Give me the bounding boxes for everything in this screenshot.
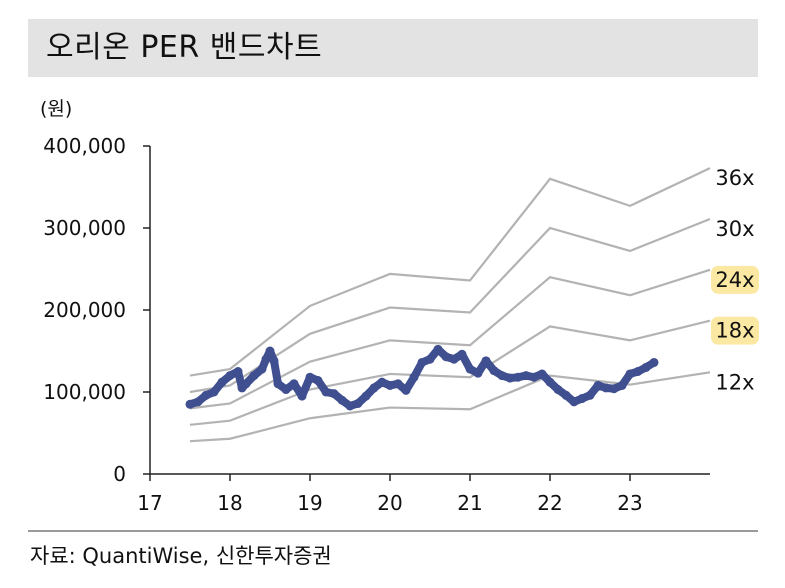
price-point xyxy=(425,354,435,364)
price-point xyxy=(641,362,651,372)
price-point xyxy=(321,387,331,397)
price-point xyxy=(449,354,459,364)
band-label-12x: 12x xyxy=(715,370,754,394)
price-point xyxy=(289,379,299,389)
x-tick-label: 17 xyxy=(137,491,162,515)
price-point xyxy=(489,366,499,376)
price-point xyxy=(545,377,555,387)
price-point xyxy=(617,380,627,390)
band-label-36x: 36x xyxy=(715,166,754,190)
price-point xyxy=(481,356,491,366)
x-tick-label: 21 xyxy=(457,491,482,515)
price-point xyxy=(305,372,315,382)
price-point xyxy=(497,371,507,381)
price-point xyxy=(393,379,403,389)
price-point xyxy=(625,369,635,379)
title-bar: 오리온 PER 밴드차트 xyxy=(28,19,758,77)
price-point xyxy=(601,383,611,393)
price-point xyxy=(297,391,307,401)
band-line-36x xyxy=(189,167,711,377)
price-point xyxy=(465,364,475,374)
price-point xyxy=(269,356,279,366)
price-point xyxy=(441,352,451,362)
x-tick-label: 22 xyxy=(537,491,562,515)
price-point xyxy=(561,390,571,400)
price-point xyxy=(537,369,547,379)
price-point xyxy=(649,357,659,367)
x-tick-label: 23 xyxy=(617,491,642,515)
band-label-highlight xyxy=(711,265,759,294)
price-point xyxy=(337,395,347,405)
price-point xyxy=(633,367,643,376)
price-point xyxy=(569,397,579,407)
price-point xyxy=(369,383,379,393)
price-series xyxy=(185,344,659,411)
price-point xyxy=(409,372,419,382)
price-point xyxy=(185,399,195,409)
band-line-12x xyxy=(189,371,711,443)
price-point xyxy=(217,377,227,387)
price-point xyxy=(209,387,219,397)
band-line-30x xyxy=(189,217,711,394)
y-tick-label: 400,000 xyxy=(43,134,126,158)
price-point xyxy=(329,389,339,399)
y-tick-label: 300,000 xyxy=(43,216,126,240)
band-line-18x xyxy=(189,319,711,426)
per-band-lines xyxy=(189,167,711,443)
band-label-highlight xyxy=(711,316,759,345)
x-tick-label: 19 xyxy=(297,491,322,515)
chart-title: 오리온 PER 밴드차트 xyxy=(46,30,323,65)
price-point xyxy=(513,372,523,382)
price-point xyxy=(553,385,563,395)
price-point xyxy=(377,377,387,387)
y-tick-label: 100,000 xyxy=(43,380,126,404)
band-label-30x: 30x xyxy=(715,217,754,241)
price-point xyxy=(225,371,235,381)
price-point xyxy=(473,368,483,378)
price-point xyxy=(201,390,211,400)
price-point xyxy=(249,371,259,381)
price-point xyxy=(585,390,595,400)
band-line-24x xyxy=(189,268,711,410)
price-point xyxy=(609,384,619,394)
price-point xyxy=(577,394,587,404)
price-point xyxy=(505,373,515,383)
band-label-18x: 18x xyxy=(715,319,754,343)
price-point xyxy=(261,354,271,364)
price-point xyxy=(401,385,411,395)
band-label-24x: 24x xyxy=(715,268,754,292)
y-tick-label: 200,000 xyxy=(43,298,126,322)
price-point xyxy=(241,379,251,389)
price-point xyxy=(233,367,243,376)
price-point xyxy=(385,380,395,390)
price-point xyxy=(281,385,291,395)
source-note: 자료: QuantiWise, 신한투자증권 xyxy=(30,544,332,568)
x-tick-label: 18 xyxy=(217,491,242,515)
price-point xyxy=(345,401,355,411)
price-point xyxy=(273,379,283,389)
price-point xyxy=(529,372,539,382)
price-point xyxy=(257,364,267,374)
price-point xyxy=(313,376,323,386)
chart-axes: 0 100,000 200,000 300,000 400,000 17 18 19 20 21 2… xyxy=(43,134,710,515)
y-tick-label: 0 xyxy=(113,462,126,486)
price-point xyxy=(457,349,467,359)
x-tick-label: 20 xyxy=(377,491,402,515)
price-point xyxy=(193,397,203,407)
y-axis-unit-label: (원) xyxy=(40,98,73,120)
band-labels: 36x 30x 24x 18x 12x xyxy=(711,166,759,394)
price-point xyxy=(353,398,363,408)
price-point xyxy=(593,380,603,390)
bottom-divider xyxy=(28,530,758,532)
price-point xyxy=(433,344,443,354)
price-point xyxy=(361,391,371,401)
price-point xyxy=(417,357,427,367)
price-point xyxy=(521,371,531,381)
price-point xyxy=(265,346,275,356)
